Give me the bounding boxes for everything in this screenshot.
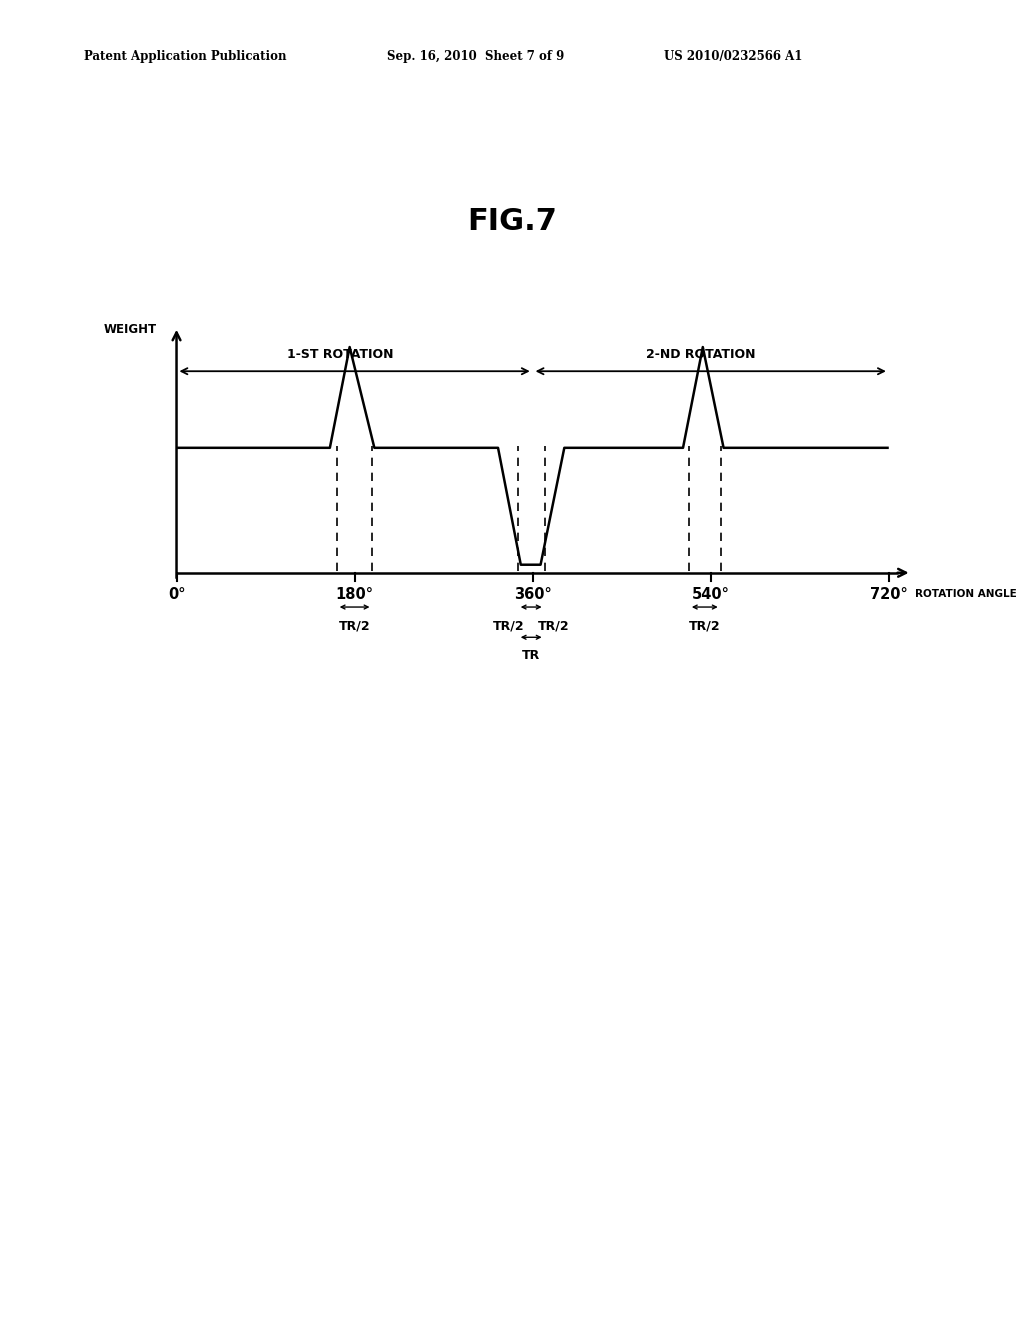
Text: ROTATION ANGLE: ROTATION ANGLE (914, 589, 1016, 599)
Text: 720°: 720° (870, 587, 907, 602)
Text: Patent Application Publication: Patent Application Publication (84, 50, 287, 63)
Text: 1-ST ROTATION: 1-ST ROTATION (287, 348, 393, 362)
Text: 360°: 360° (514, 587, 552, 602)
Text: TR/2: TR/2 (339, 619, 371, 632)
Text: Sep. 16, 2010  Sheet 7 of 9: Sep. 16, 2010 Sheet 7 of 9 (387, 50, 564, 63)
Text: 0°: 0° (168, 587, 185, 602)
Text: TR/2: TR/2 (494, 619, 524, 632)
Text: TR/2: TR/2 (538, 619, 569, 632)
Text: 180°: 180° (336, 587, 374, 602)
Text: TR: TR (521, 649, 540, 663)
Text: 2-ND ROTATION: 2-ND ROTATION (646, 348, 756, 362)
Text: FIG.7: FIG.7 (467, 207, 557, 236)
Text: WEIGHT: WEIGHT (103, 323, 157, 335)
Text: US 2010/0232566 A1: US 2010/0232566 A1 (664, 50, 802, 63)
Text: TR/2: TR/2 (689, 619, 721, 632)
Text: 540°: 540° (692, 587, 730, 602)
